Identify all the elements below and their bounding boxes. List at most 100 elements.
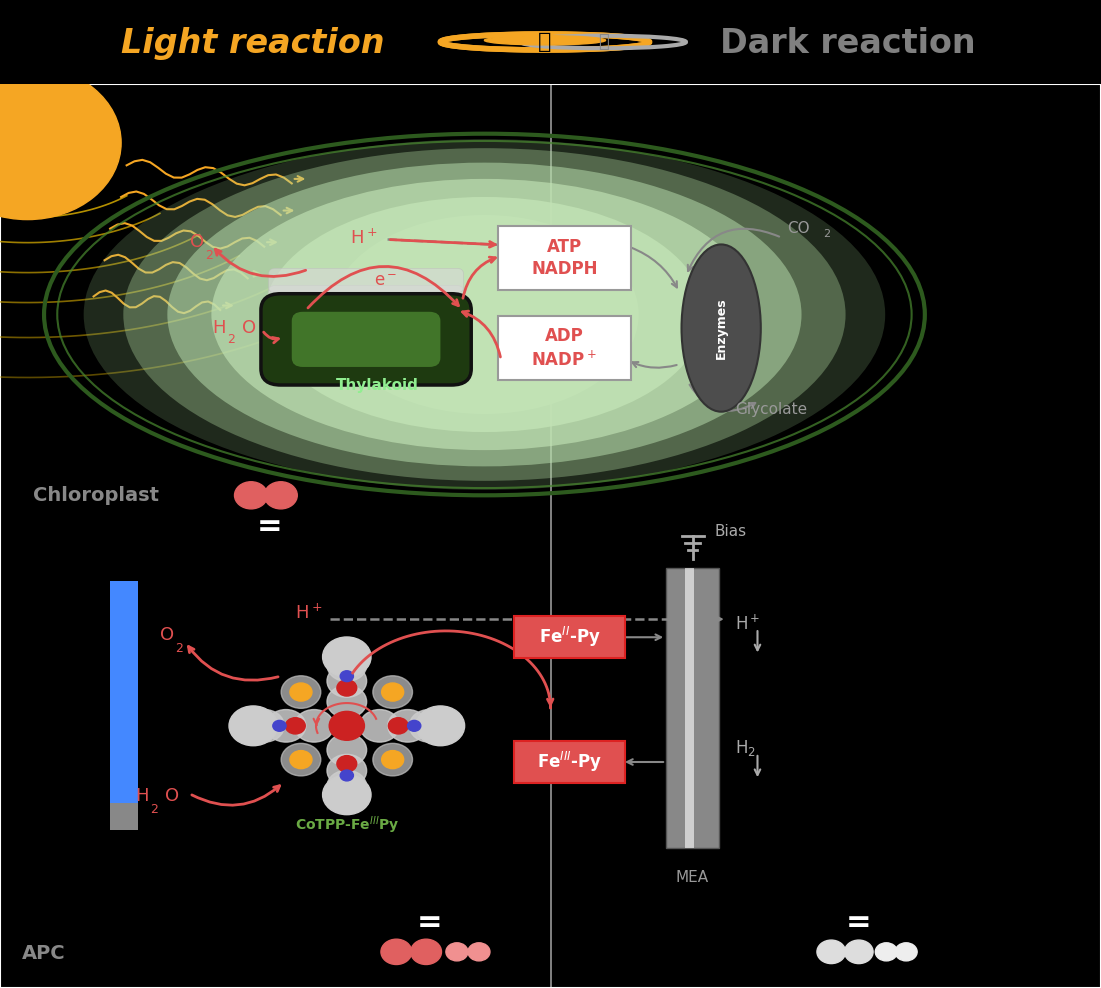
Text: CoTPP-Fe$^{III}$Py: CoTPP-Fe$^{III}$Py xyxy=(295,814,399,836)
Circle shape xyxy=(373,743,413,776)
Circle shape xyxy=(294,709,334,742)
Circle shape xyxy=(264,482,297,509)
Ellipse shape xyxy=(682,244,761,412)
Text: H: H xyxy=(212,319,226,337)
Text: O: O xyxy=(165,787,179,805)
FancyBboxPatch shape xyxy=(269,337,464,362)
Circle shape xyxy=(817,941,846,963)
FancyBboxPatch shape xyxy=(269,286,464,310)
Text: =: = xyxy=(416,908,443,938)
Text: O: O xyxy=(160,626,174,644)
Text: O: O xyxy=(242,319,257,337)
Text: H$^+$: H$^+$ xyxy=(295,604,321,622)
Circle shape xyxy=(281,743,320,776)
Circle shape xyxy=(0,66,121,219)
Text: Fe$^{III}$-Py: Fe$^{III}$-Py xyxy=(537,750,602,774)
Circle shape xyxy=(337,680,357,696)
Ellipse shape xyxy=(84,139,885,490)
Ellipse shape xyxy=(167,163,802,466)
Text: 💡: 💡 xyxy=(538,32,552,52)
Text: H$^+$: H$^+$ xyxy=(735,614,761,633)
FancyBboxPatch shape xyxy=(261,293,471,385)
Circle shape xyxy=(290,751,312,769)
Circle shape xyxy=(340,770,353,781)
Text: H$_2$: H$_2$ xyxy=(735,738,756,759)
Circle shape xyxy=(416,706,465,746)
Circle shape xyxy=(285,717,305,734)
Circle shape xyxy=(895,943,917,961)
Text: 2: 2 xyxy=(205,249,212,262)
FancyBboxPatch shape xyxy=(498,316,631,380)
Circle shape xyxy=(381,940,412,964)
Text: ADP
NADP$^+$: ADP NADP$^+$ xyxy=(532,327,597,370)
FancyBboxPatch shape xyxy=(269,355,464,378)
Circle shape xyxy=(281,676,320,708)
Ellipse shape xyxy=(123,148,846,481)
Text: O: O xyxy=(189,233,204,251)
Text: 2: 2 xyxy=(227,334,235,347)
Circle shape xyxy=(484,36,606,44)
Circle shape xyxy=(329,711,364,740)
Text: Fe$^{II}$-Py: Fe$^{II}$-Py xyxy=(538,625,601,649)
Ellipse shape xyxy=(211,179,757,451)
Text: APC: APC xyxy=(22,945,66,963)
Circle shape xyxy=(229,706,277,746)
Text: Bias: Bias xyxy=(715,524,746,539)
FancyBboxPatch shape xyxy=(514,741,625,782)
Circle shape xyxy=(266,709,306,742)
Circle shape xyxy=(327,649,367,682)
Text: Enzymes: Enzymes xyxy=(715,297,728,359)
FancyBboxPatch shape xyxy=(269,302,464,327)
Text: =: = xyxy=(846,908,872,938)
Text: Dark reaction: Dark reaction xyxy=(720,27,975,60)
Text: CO: CO xyxy=(787,221,810,236)
Circle shape xyxy=(382,751,404,769)
Circle shape xyxy=(323,775,371,815)
FancyBboxPatch shape xyxy=(292,312,440,367)
Circle shape xyxy=(411,940,442,964)
Bar xyxy=(685,568,694,848)
Circle shape xyxy=(290,683,312,701)
Text: 2: 2 xyxy=(175,642,183,655)
FancyBboxPatch shape xyxy=(269,320,464,345)
Circle shape xyxy=(410,709,449,742)
Text: Chloroplast: Chloroplast xyxy=(33,486,159,505)
Circle shape xyxy=(327,755,367,786)
Text: ATP
NADPH: ATP NADPH xyxy=(531,238,598,278)
Circle shape xyxy=(273,720,286,731)
Text: =: = xyxy=(257,513,283,541)
FancyBboxPatch shape xyxy=(498,226,631,290)
Text: Thylakoid: Thylakoid xyxy=(336,377,418,393)
Circle shape xyxy=(382,683,404,701)
Circle shape xyxy=(360,709,400,742)
Circle shape xyxy=(337,756,357,772)
Text: H: H xyxy=(135,787,149,805)
Circle shape xyxy=(244,709,284,742)
Text: MEA: MEA xyxy=(676,870,709,885)
Circle shape xyxy=(388,709,427,742)
Circle shape xyxy=(327,771,367,803)
Ellipse shape xyxy=(264,197,705,432)
Text: Light reaction: Light reaction xyxy=(121,27,385,60)
Circle shape xyxy=(844,941,873,963)
Circle shape xyxy=(373,676,413,708)
Bar xyxy=(666,568,719,848)
FancyBboxPatch shape xyxy=(514,617,625,658)
Circle shape xyxy=(407,720,421,731)
FancyBboxPatch shape xyxy=(269,269,464,292)
Circle shape xyxy=(468,943,490,961)
Circle shape xyxy=(875,943,897,961)
Text: 💡: 💡 xyxy=(598,33,609,51)
Text: 2: 2 xyxy=(824,229,830,239)
Bar xyxy=(110,802,138,830)
Circle shape xyxy=(327,734,367,767)
Ellipse shape xyxy=(330,215,639,414)
Bar xyxy=(110,581,138,802)
Circle shape xyxy=(323,637,371,677)
Text: 2: 2 xyxy=(150,802,157,816)
Circle shape xyxy=(327,665,367,698)
Circle shape xyxy=(389,717,408,734)
Circle shape xyxy=(340,671,353,682)
Text: e$^-$: e$^-$ xyxy=(373,272,397,290)
Circle shape xyxy=(446,943,468,961)
